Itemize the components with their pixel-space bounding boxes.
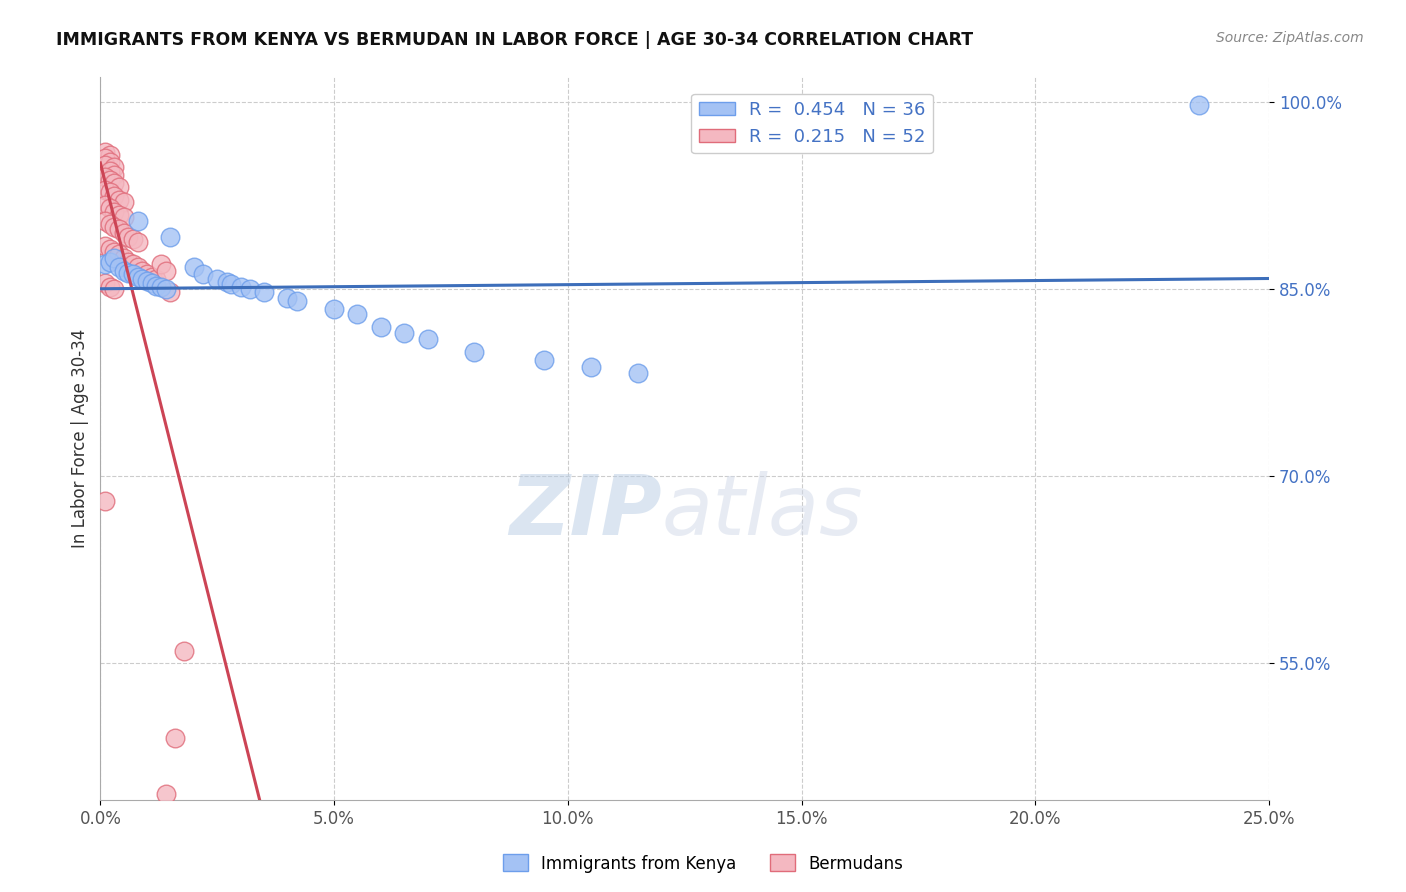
Point	[155, 282, 177, 296]
Point	[94, 158, 117, 172]
Text: IMMIGRANTS FROM KENYA VS BERMUDAN IN LABOR FORCE | AGE 30-34 CORRELATION CHART: IMMIGRANTS FROM KENYA VS BERMUDAN IN LAB…	[56, 31, 973, 49]
Point	[229, 280, 252, 294]
Point	[108, 260, 131, 274]
Point	[131, 272, 153, 286]
Point	[253, 285, 276, 299]
Point	[94, 145, 117, 160]
Point	[346, 307, 368, 321]
Point	[103, 168, 125, 182]
Point	[94, 197, 117, 211]
Point	[150, 280, 173, 294]
Point	[103, 189, 125, 203]
Point	[1188, 98, 1211, 112]
Point	[370, 319, 392, 334]
Point	[117, 255, 139, 269]
Point	[127, 213, 149, 227]
Point	[103, 251, 125, 265]
Point	[122, 268, 145, 282]
Point	[141, 269, 163, 284]
Point	[579, 359, 602, 374]
Point	[145, 278, 167, 293]
Point	[94, 494, 117, 508]
Legend: R =  0.454   N = 36, R =  0.215   N = 52: R = 0.454 N = 36, R = 0.215 N = 52	[692, 94, 932, 153]
Point	[98, 164, 121, 178]
Point	[94, 257, 117, 271]
Point	[392, 326, 415, 340]
Point	[136, 274, 159, 288]
Point	[136, 268, 159, 282]
Point	[108, 207, 131, 221]
Point	[215, 275, 238, 289]
Point	[98, 202, 121, 216]
Text: Source: ZipAtlas.com: Source: ZipAtlas.com	[1216, 31, 1364, 45]
Point	[94, 170, 117, 185]
Point	[94, 276, 117, 290]
Point	[112, 210, 135, 224]
Point	[127, 260, 149, 274]
Point	[98, 147, 121, 161]
Point	[127, 269, 149, 284]
Point	[122, 232, 145, 246]
Point	[98, 280, 121, 294]
Point	[127, 235, 149, 249]
Point	[103, 160, 125, 174]
Point	[159, 285, 181, 299]
Point	[94, 152, 117, 166]
Y-axis label: In Labor Force | Age 30-34: In Labor Force | Age 30-34	[72, 329, 89, 549]
Point	[150, 257, 173, 271]
Point	[112, 263, 135, 277]
Point	[239, 282, 262, 296]
Point	[98, 185, 121, 199]
Point	[463, 344, 485, 359]
Point	[533, 353, 555, 368]
Point	[112, 251, 135, 265]
Point	[112, 226, 135, 240]
Point	[94, 238, 117, 252]
Point	[108, 247, 131, 261]
Point	[155, 787, 177, 801]
Point	[98, 243, 121, 257]
Point	[103, 205, 125, 219]
Point	[108, 193, 131, 207]
Point	[94, 213, 117, 227]
Point	[112, 195, 135, 210]
Point	[183, 260, 205, 274]
Point	[155, 263, 177, 277]
Point	[323, 302, 346, 317]
Point	[103, 177, 125, 191]
Point	[131, 263, 153, 277]
Point	[219, 277, 242, 292]
Point	[159, 230, 181, 244]
Point	[103, 219, 125, 234]
Point	[122, 257, 145, 271]
Point	[173, 643, 195, 657]
Point	[98, 218, 121, 232]
Point	[165, 731, 187, 745]
Point	[94, 183, 117, 197]
Point	[98, 155, 121, 169]
Point	[145, 272, 167, 286]
Point	[627, 366, 650, 380]
Point	[98, 255, 121, 269]
Point	[108, 222, 131, 236]
Point	[103, 282, 125, 296]
Point	[285, 293, 308, 308]
Point	[276, 291, 298, 305]
Text: ZIP: ZIP	[509, 471, 661, 551]
Point	[205, 272, 228, 286]
Point	[117, 266, 139, 280]
Point	[103, 244, 125, 259]
Point	[416, 332, 439, 346]
Point	[117, 230, 139, 244]
Point	[193, 268, 215, 282]
Legend: Immigrants from Kenya, Bermudans: Immigrants from Kenya, Bermudans	[496, 847, 910, 880]
Point	[141, 276, 163, 290]
Point	[98, 172, 121, 186]
Text: atlas: atlas	[661, 471, 863, 551]
Point	[108, 180, 131, 194]
